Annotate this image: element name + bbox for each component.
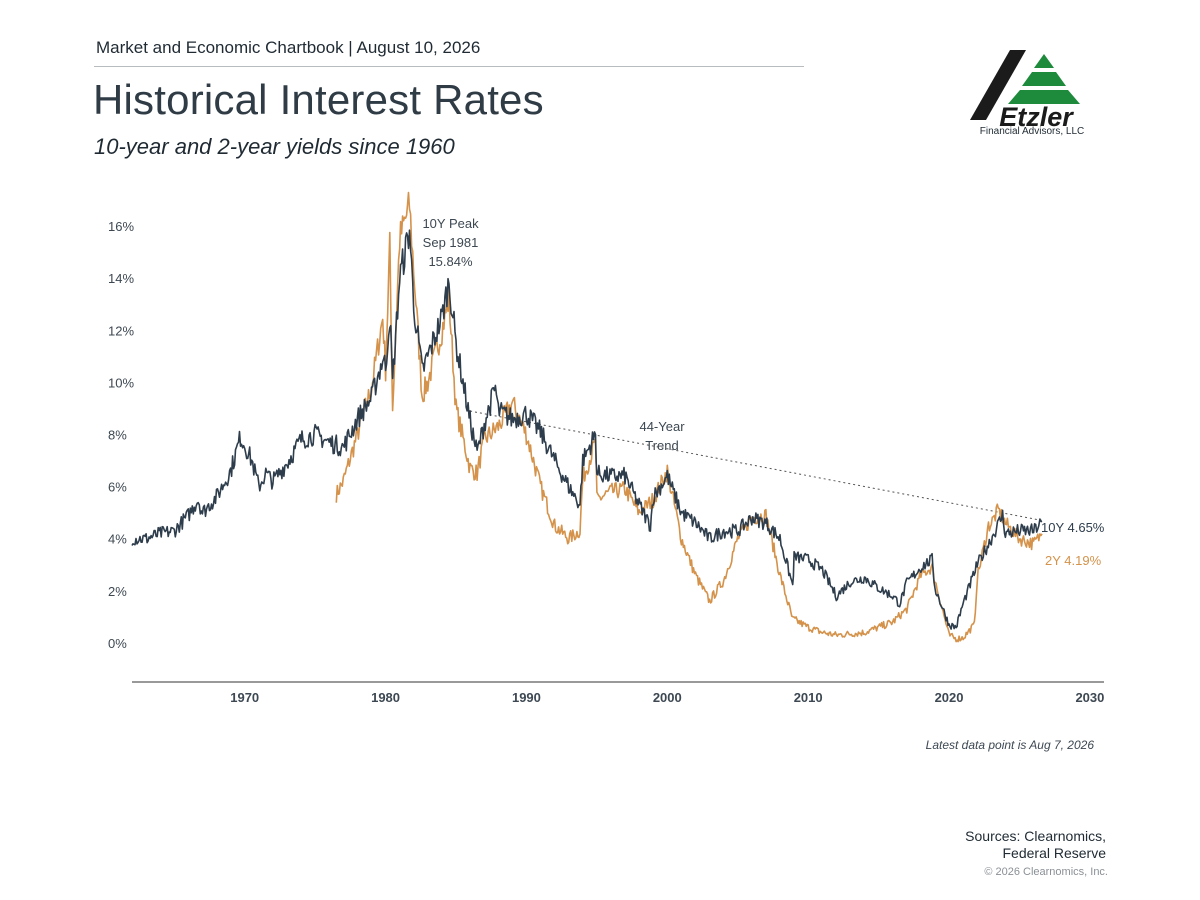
- logo-slash: [970, 50, 1026, 120]
- y-tick-label: 12%: [108, 323, 134, 338]
- page-title: Historical Interest Rates: [93, 76, 544, 123]
- y-tick-label: 0%: [108, 636, 127, 651]
- peak-annotation: 10Y Peak: [422, 216, 479, 231]
- trend-annotation: 44-Year: [639, 419, 685, 434]
- y-axis-labels: 0% 2% 4% 6% 8% 10% 12% 14% 16%: [108, 219, 134, 651]
- y-tick-label: 10%: [108, 375, 134, 390]
- sources-line: Sources: Clearnomics,: [965, 828, 1106, 844]
- y-tick-label: 16%: [108, 219, 134, 234]
- logo-wordmark: Etzler: [999, 102, 1074, 132]
- x-tick-label: 2030: [1075, 690, 1104, 705]
- y-tick-label: 2%: [108, 584, 127, 599]
- end-label-10y: 10Y 4.65%: [1041, 520, 1105, 535]
- x-tick-label: 1990: [512, 690, 541, 705]
- x-tick-label: 2010: [794, 690, 823, 705]
- sources-line: Federal Reserve: [1002, 845, 1107, 861]
- y-tick-label: 4%: [108, 532, 127, 547]
- sources: Sources: Clearnomics, Federal Reserve: [965, 828, 1106, 862]
- logo-triangle-top: [1034, 54, 1054, 68]
- series-line-10y: [131, 229, 1043, 630]
- logo-triangle-mid: [1022, 72, 1066, 86]
- peak-annotation: Sep 1981: [423, 235, 479, 250]
- end-label-2y: 2Y 4.19%: [1045, 553, 1102, 568]
- etzler-logo: Etzler: [970, 50, 1080, 132]
- annotation-layer: 10Y Peak Sep 1981 15.84% 44-Year Trend 10Y 4.…: [422, 216, 1104, 568]
- x-tick-label: 2000: [653, 690, 682, 705]
- chartbook-header: Market and Economic Chartbook | August 1…: [96, 38, 481, 57]
- series-layer: [131, 191, 1043, 643]
- x-axis-labels: 1970 1980 1990 2000 2010 2020 2030: [230, 690, 1104, 705]
- header-divider: [94, 66, 804, 67]
- x-tick-label: 1970: [230, 690, 259, 705]
- x-tick-label: 1980: [371, 690, 400, 705]
- logo-caption: Financial Advisors, LLC: [979, 126, 1085, 137]
- page-subtitle: 10-year and 2-year yields since 1960: [94, 134, 455, 159]
- x-tick-label: 2020: [935, 690, 964, 705]
- trend-line: [469, 410, 1043, 521]
- series-line-2y: [335, 191, 1043, 643]
- peak-annotation: 15.84%: [428, 254, 473, 269]
- latest-data-note: Latest data point is Aug 7, 2026: [925, 738, 1094, 752]
- y-tick-label: 8%: [108, 427, 127, 442]
- logo-triangle-base: [1008, 90, 1080, 104]
- trend-annotation: Trend: [645, 438, 678, 453]
- y-tick-label: 6%: [108, 480, 127, 495]
- copyright: © 2026 Clearnomics, Inc.: [984, 866, 1108, 878]
- y-tick-label: 14%: [108, 271, 134, 286]
